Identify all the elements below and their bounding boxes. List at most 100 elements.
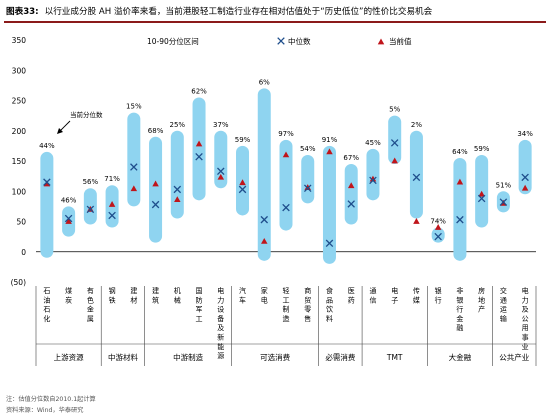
percentile-label: 25% [170,121,186,129]
y-tick-label: 350 [12,36,27,45]
category-label: 家电 [261,286,268,304]
category-label: 建材 [130,286,137,304]
percentile-label: 97% [278,130,294,138]
current-value-marker [239,179,246,186]
y-tick-label: 50 [16,218,26,227]
percentile-label: 59% [235,136,251,144]
percentile-label: 68% [148,127,164,135]
group-label: 中游材料 [108,352,138,362]
range-bar [40,151,54,258]
category-label: 通信 [369,286,376,304]
category-label: 建筑 [152,286,159,304]
percentile-label: 34% [517,130,533,138]
y-tick-label: 300 [12,66,27,75]
median-marker [456,215,464,224]
percentile-label: 5% [389,106,400,114]
median-marker [217,167,225,176]
median-marker [303,184,312,192]
annotation-text: 当前分位数 [70,110,103,119]
median-marker [390,139,399,147]
figure-title-text: 以行业成分股 AH 溢价率来看，当前港股轻工制造行业存在相对估值处于“历史低位”… [44,7,433,17]
group-label: 公共产业 [499,352,529,362]
median-marker [108,211,116,220]
percentile-label: 45% [365,139,381,147]
legend-current-marker [377,38,385,45]
range-bar [409,130,423,219]
current-value-marker [195,140,203,147]
y-tick-label: 250 [12,97,27,106]
title-rule [4,21,546,23]
category-label: 医药 [348,287,355,304]
category-label: 银行 [435,286,442,304]
y-tick-label: (50) [11,278,26,287]
percentile-label: 44% [39,142,55,150]
range-bar [431,227,445,243]
category-label: 有色金属 [87,286,94,323]
current-value-marker [456,178,464,185]
y-tick-label: 200 [12,127,27,136]
range-bar [301,154,315,204]
median-marker [369,176,377,185]
median-marker [325,239,334,248]
current-value-marker [326,148,333,155]
median-marker [43,178,51,186]
category-label: 国防军工 [196,287,203,323]
current-value-marker [521,184,529,191]
median-marker [477,194,486,203]
percentile-label: 67% [343,154,359,162]
footnote: 注：估值分位数自2010.1起计算 [6,396,96,403]
median-marker [434,232,442,241]
category-label: 交通运输 [500,286,507,323]
category-label: 机械 [174,286,181,304]
annotation-arrow-line [59,120,71,132]
percentile-label: 56% [83,178,99,186]
percentile-label: 2% [411,121,422,129]
category-label: 非银行金融 [456,286,463,332]
current-value-marker [65,217,72,224]
category-label: 商贸零售 [304,286,311,323]
category-label: 汽车 [239,286,246,304]
group-label: 可选消费 [260,352,290,362]
category-label: 电子 [391,286,398,304]
median-marker [260,215,269,224]
category-label: 石油石化 [43,287,50,323]
annotation-arrow-head [57,128,63,134]
percentile-label: 6% [259,78,270,86]
legend-range-label: 10-90分位区间 [147,36,199,46]
group-label: 上游资源 [54,352,84,362]
range-bar [322,145,336,264]
percentile-label: 15% [126,103,142,111]
category-label: 传媒 [413,286,420,304]
percentile-label: 59% [474,145,490,153]
current-value-marker [130,185,138,192]
current-value-marker [478,190,485,197]
group-label: 必需消费 [325,352,355,362]
range-bar [388,115,402,165]
range-bar-chart: (50) 0 50 100 150 200 250 300 350 44% 46% 56% 71% 15%… [11,36,537,366]
current-value-marker [217,173,225,180]
range-bar [366,148,380,201]
range-bar [170,130,184,219]
figure-title: 图表33: 以行业成分股 AH 溢价率来看，当前港股轻工制造行业存在相对估值处于“… [6,4,546,20]
range-bar [127,112,141,207]
median-marker [173,185,182,194]
median-marker [151,200,160,209]
current-value-marker [369,175,377,182]
legend-median-marker [277,37,285,45]
y-tick-label: 150 [12,157,27,166]
median-marker [499,198,508,206]
median-marker [412,173,421,182]
category-label: 轻工制造 [283,286,290,323]
current-value-marker [261,237,268,244]
y-tick-label: 0 [21,248,26,257]
percentile-label: 46% [61,196,77,204]
category-label: 煤炭 [65,286,72,304]
median-marker [238,185,247,194]
range-bar [149,136,163,243]
percentile-label: 62% [191,87,207,95]
category-label: 房地产 [478,286,485,314]
current-value-marker [304,184,311,190]
figure-label: 图表33: [6,7,39,17]
category-label: 电力及公用事业 [522,286,529,351]
percentile-label: 37% [213,121,229,129]
